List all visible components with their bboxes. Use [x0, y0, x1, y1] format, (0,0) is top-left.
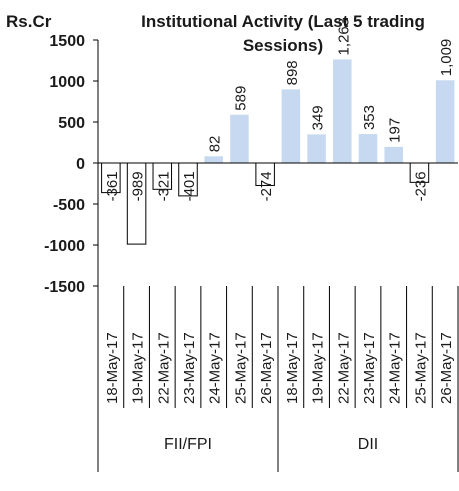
y-tick-label: 1000: [49, 74, 85, 91]
x-tick-label: 19-May-17: [310, 332, 327, 404]
x-tick-label: 22-May-17: [155, 332, 172, 404]
x-tick-label: 26-May-17: [438, 332, 455, 404]
data-label: 1,263: [335, 18, 352, 56]
data-label: 1,009: [438, 39, 455, 77]
data-label: 82: [207, 136, 224, 153]
data-label: -361: [104, 171, 121, 201]
bar: [281, 89, 301, 163]
data-label: -989: [130, 171, 147, 201]
plot-area: 1500 1000 500 0 -500 -1000 -1500 -361 -989 -321 -4…: [44, 18, 459, 472]
x-tick-label: 18-May-17: [284, 332, 301, 404]
x-tick-label: 18-May-17: [104, 332, 121, 404]
bar: [384, 146, 403, 163]
x-tick-label: 25-May-17: [412, 332, 429, 404]
y-tick-label: 500: [58, 115, 85, 132]
chart-title-line-2: Sessions): [243, 36, 323, 55]
data-label: 197: [387, 118, 404, 143]
bar: [204, 156, 223, 163]
y-tick-label: 0: [76, 156, 85, 173]
x-tick-label: 23-May-17: [181, 332, 198, 404]
y-tick-label: -500: [53, 197, 85, 214]
bar: [333, 59, 352, 163]
data-label: -236: [412, 171, 429, 201]
x-tick-label: 25-May-17: [232, 332, 249, 404]
bar: [230, 114, 249, 163]
data-label: 898: [284, 60, 301, 85]
group-label: FII/FPI: [164, 436, 212, 453]
bar: [307, 134, 326, 163]
data-label: -401: [181, 171, 198, 201]
x-tick-label: 24-May-17: [387, 332, 404, 404]
data-label: 353: [361, 105, 378, 130]
bar: [435, 80, 455, 163]
data-label: 589: [232, 86, 249, 111]
x-tick-label: 22-May-17: [335, 332, 352, 404]
data-label: 349: [310, 105, 327, 130]
y-tick-label: 1500: [49, 33, 85, 50]
chart-title-line-1: Institutional Activity (Last 5 trading: [141, 12, 425, 31]
group-label: DII: [358, 436, 378, 453]
x-tick-label: 19-May-17: [130, 332, 147, 404]
y-tick-label: -1000: [44, 238, 85, 255]
x-tick-label: 26-May-17: [258, 332, 275, 404]
y-unit-label: Rs.Cr: [6, 12, 52, 31]
data-label: -274: [258, 171, 275, 201]
bar: [358, 134, 378, 163]
x-tick-label: 23-May-17: [361, 332, 378, 404]
x-tick-label: 24-May-17: [207, 332, 224, 404]
data-label: -321: [155, 171, 172, 201]
y-tick-label: -1500: [44, 279, 85, 296]
